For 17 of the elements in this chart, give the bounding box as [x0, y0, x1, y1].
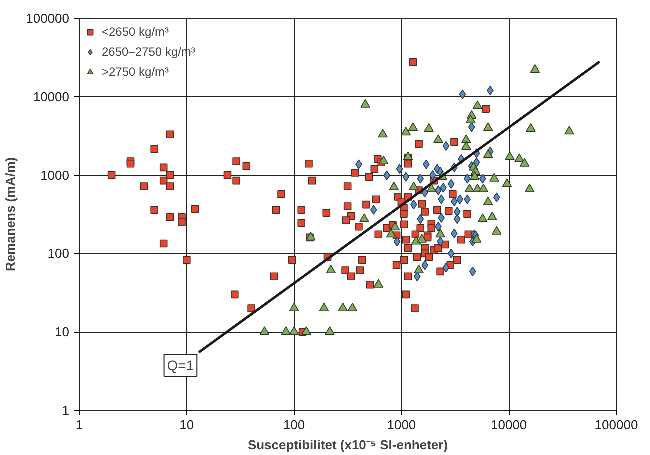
y-tick-label: 1	[62, 403, 70, 418]
y-tick-label: 1000	[40, 168, 70, 183]
y-tick-label: 10	[55, 324, 70, 340]
legend-label: <2650 kg/m³	[102, 25, 170, 39]
x-tick-label: 10	[180, 418, 194, 432]
legend-label: >2750 kg/m³	[102, 65, 170, 79]
y-tick-label: 10000	[33, 89, 70, 104]
y-tick-label: 100	[48, 246, 70, 262]
x-axis-title: Susceptibilitet (x10⁻⁵ SI-enheter)	[248, 438, 448, 452]
y-tick-label: 100000	[26, 11, 70, 26]
x-tick-label: 100000	[594, 418, 638, 432]
x-tick-label: 10000	[491, 418, 528, 432]
x-tick-label: 1	[76, 418, 84, 432]
x-tick-label: 100	[283, 418, 306, 432]
y-axis-title: Remanens (mA/m)	[3, 157, 18, 272]
x-tick-label: 1000	[387, 418, 416, 432]
annotation: Q=1	[167, 357, 194, 374]
